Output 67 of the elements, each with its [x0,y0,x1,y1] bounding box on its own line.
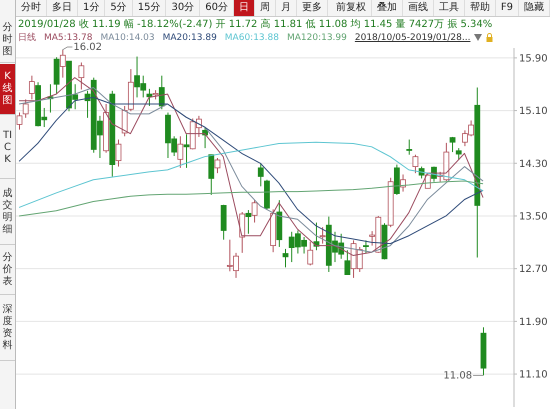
text: 成交明细 [2,188,13,236]
candlestick [450,136,456,153]
candlestick [152,90,158,100]
text: 分价表 [2,252,13,288]
candlestick [400,174,406,192]
y-tick-label: 14.30 [519,158,548,170]
y-tick-label: 15.10 [519,106,548,118]
candlestick [245,210,252,234]
candlestick [78,62,84,90]
y-tick-label: 11.10 [519,370,548,381]
y-tick-label: 12.70 [519,264,548,276]
text: 分时 [16,0,47,16]
line-series [18,180,484,216]
text: F9 [496,0,519,16]
candlestick [258,162,264,187]
text: MA120:13.99 [286,32,347,42]
chart-subtitle: 2018/10/05-2019/01/28... [354,32,470,42]
text: 15分 [132,0,166,16]
text: 叠加 [372,0,403,16]
line-series [18,142,484,208]
text: MA5:13.78 [44,32,92,42]
candlestick [146,88,152,106]
text: MA20:13.89 [162,32,217,42]
candlestick [252,200,258,224]
annotation: 16.02 [73,42,102,53]
text: K线图 [2,71,13,107]
candlestick [320,226,326,244]
candlestick [412,154,418,174]
text: 画线 [402,0,434,16]
text: 更多 [296,0,328,16]
text: 工具 [434,0,465,16]
text: 月 [276,0,297,16]
candlestick [22,98,29,118]
candlestick [406,139,412,156]
text: MA60:13.88 [224,32,279,42]
y-tick-label: 11.90 [519,316,548,328]
text: 60分 [200,0,234,16]
text: 1分 [78,0,106,16]
text: 周 [254,0,276,16]
candlestick [307,241,314,266]
y-tick-label: 15.90 [519,53,548,64]
text: 隐藏 [519,0,550,16]
text: 分时图 [2,22,13,58]
candlestick [214,158,220,174]
text: 深度资料 [2,304,13,352]
candlestick [363,240,369,254]
text: 30分 [166,0,200,16]
text: 日线 [18,32,36,44]
candlestick [177,136,184,168]
candlestick [60,49,66,78]
chart-title: 2019/01/28 收 11.19 幅 -18.12%(-2.47) 开 11.72 高 11.81 低 11.08 均 11.45 量 7427万 振 5.34% [18,18,492,31]
text: 日 [234,0,255,16]
text: 多日 [47,0,78,16]
candlestick [208,154,214,196]
text: 前复权 [330,0,372,16]
candlestick [184,134,190,168]
text: 5分 [105,0,133,16]
y-tick-label: 13.50 [519,212,548,223]
candlestick [456,148,462,160]
text: TICK [2,130,13,166]
candlestick [282,248,288,268]
candlestick [28,75,35,100]
candlestick [116,139,122,168]
candlestick [344,250,350,276]
text: 帮助 [464,0,496,16]
text: MA10:14.03 [100,32,155,42]
annotation: 11.08 [443,370,472,382]
